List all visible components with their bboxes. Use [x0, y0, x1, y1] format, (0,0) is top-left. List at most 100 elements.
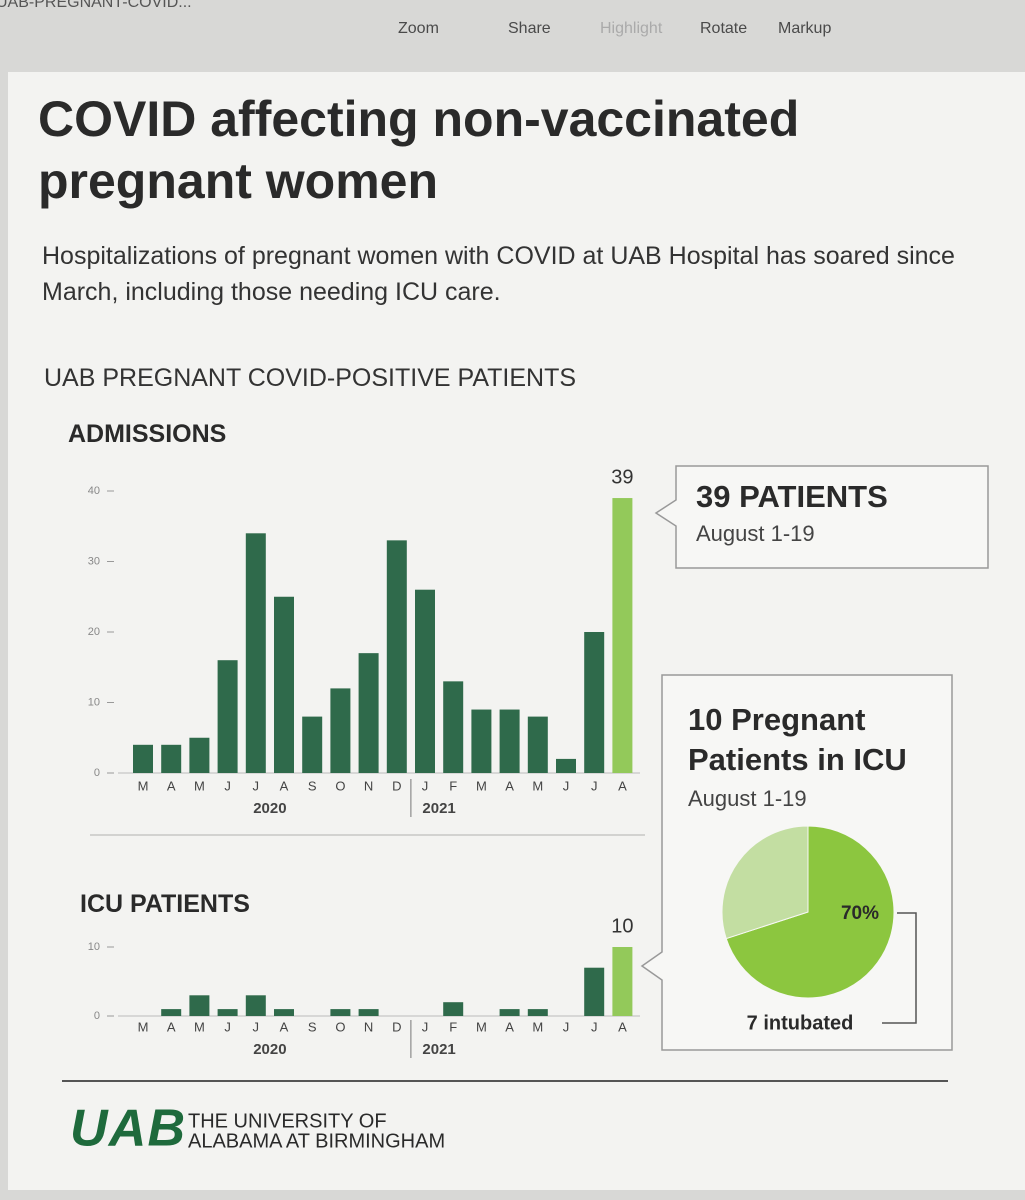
bar [612, 498, 633, 773]
bar [499, 709, 520, 773]
toolbar-button[interactable]: Markup [778, 20, 832, 37]
y-tick-label: 20 [88, 626, 100, 638]
bar [161, 1009, 182, 1016]
bar [527, 716, 548, 773]
window-title: UAB-PREGNANT-COVID... [0, 0, 192, 11]
x-tick-label: M [532, 778, 543, 793]
year-label: 2020 [253, 1041, 286, 1058]
x-tick-label: A [618, 1019, 627, 1034]
bar [189, 995, 210, 1016]
bar [245, 533, 266, 773]
callout-subtitle: August 1-19 [688, 786, 807, 811]
bar [499, 1009, 520, 1016]
pie-annotation: 7 intubated [747, 1012, 854, 1034]
slice-label: 70% [841, 903, 879, 924]
headline: COVID affecting non-vaccinated pregnant … [38, 91, 800, 209]
x-tick-label: J [591, 1019, 598, 1034]
institution-name: THE UNIVERSITY OF [188, 1110, 387, 1132]
x-tick-label: N [364, 1019, 373, 1034]
x-tick-label: A [167, 778, 176, 793]
x-tick-label: J [253, 778, 260, 793]
bar [302, 716, 323, 773]
x-tick-label: J [224, 778, 231, 793]
toolbar-button[interactable]: Highlight [600, 20, 663, 37]
x-tick-label: F [449, 1019, 457, 1034]
x-tick-label: N [364, 778, 373, 793]
x-tick-label: J [253, 1019, 260, 1034]
bar [556, 758, 576, 773]
year-label: 2021 [422, 800, 455, 817]
bar [527, 1009, 548, 1016]
callout-box [654, 465, 989, 569]
x-tick-label: S [308, 1019, 317, 1034]
chart-title: ICU PATIENTS [80, 890, 250, 918]
y-tick-label: 10 [88, 696, 100, 708]
bar [358, 653, 379, 773]
bar [133, 744, 153, 773]
bar [330, 1009, 351, 1016]
x-tick-label: A [280, 1019, 289, 1034]
x-tick-label: A [505, 1019, 514, 1034]
x-tick-label: A [167, 1019, 176, 1034]
bar [245, 995, 266, 1016]
bar [386, 540, 407, 773]
bar [217, 660, 238, 773]
x-tick-label: M [194, 778, 205, 793]
data-label: 10 [611, 915, 633, 937]
x-tick-label: M [138, 1019, 149, 1034]
year-label: 2021 [422, 1041, 455, 1058]
x-tick-label: J [591, 778, 598, 793]
toolbar-button[interactable]: Rotate [700, 20, 748, 37]
x-tick-label: A [505, 778, 514, 793]
toolbar-button[interactable]: Share [508, 20, 551, 37]
bar [274, 596, 294, 773]
x-tick-label: M [476, 1019, 487, 1034]
x-tick-label: O [335, 1019, 345, 1034]
year-label: 2020 [253, 800, 286, 817]
callout-title: 10 Pregnant Patients in ICU [688, 702, 907, 777]
bar [584, 967, 605, 1016]
toolbar-button[interactable]: Zoom [398, 20, 439, 37]
x-tick-label: F [449, 778, 457, 793]
bar [415, 589, 435, 773]
bar [443, 681, 464, 773]
bar [584, 632, 605, 773]
bar [161, 744, 182, 773]
bar [217, 1009, 238, 1016]
x-tick-label: S [308, 778, 317, 793]
x-tick-label: J [224, 1019, 231, 1034]
bracket [882, 912, 917, 1024]
x-tick-label: M [194, 1019, 205, 1034]
callout-subtitle: August 1-19 [696, 521, 815, 546]
bar [443, 1002, 464, 1016]
y-tick-label: 10 [88, 941, 100, 953]
x-tick-label: A [618, 778, 627, 793]
x-tick-label: M [138, 778, 149, 793]
subtitle: Hospitalizations of pregnant women with … [42, 242, 955, 306]
pie-slice [725, 825, 895, 999]
y-tick-label: 0 [94, 767, 100, 779]
x-tick-label: J [422, 778, 429, 793]
callout-title: 39 PATIENTS [696, 479, 888, 514]
bar [612, 947, 633, 1016]
pie-slice [721, 825, 809, 940]
section-title: UAB PREGNANT COVID-POSITIVE PATIENTS [44, 364, 577, 392]
x-tick-label: A [280, 778, 289, 793]
data-label: 39 [611, 466, 633, 488]
bar [274, 1009, 294, 1016]
bar [189, 737, 210, 773]
x-tick-label: O [335, 778, 345, 793]
bar [471, 709, 492, 773]
x-tick-label: J [563, 778, 570, 793]
chart-title: ADMISSIONS [68, 420, 227, 448]
x-tick-label: M [476, 778, 487, 793]
y-tick-label: 30 [88, 555, 100, 567]
y-tick-label: 0 [94, 1010, 100, 1022]
bar [358, 1009, 379, 1016]
institution-name: ALABAMA AT BIRMINGHAM [188, 1130, 445, 1152]
x-tick-label: M [532, 1019, 543, 1034]
bar [330, 688, 351, 773]
x-tick-label: J [563, 1019, 570, 1034]
